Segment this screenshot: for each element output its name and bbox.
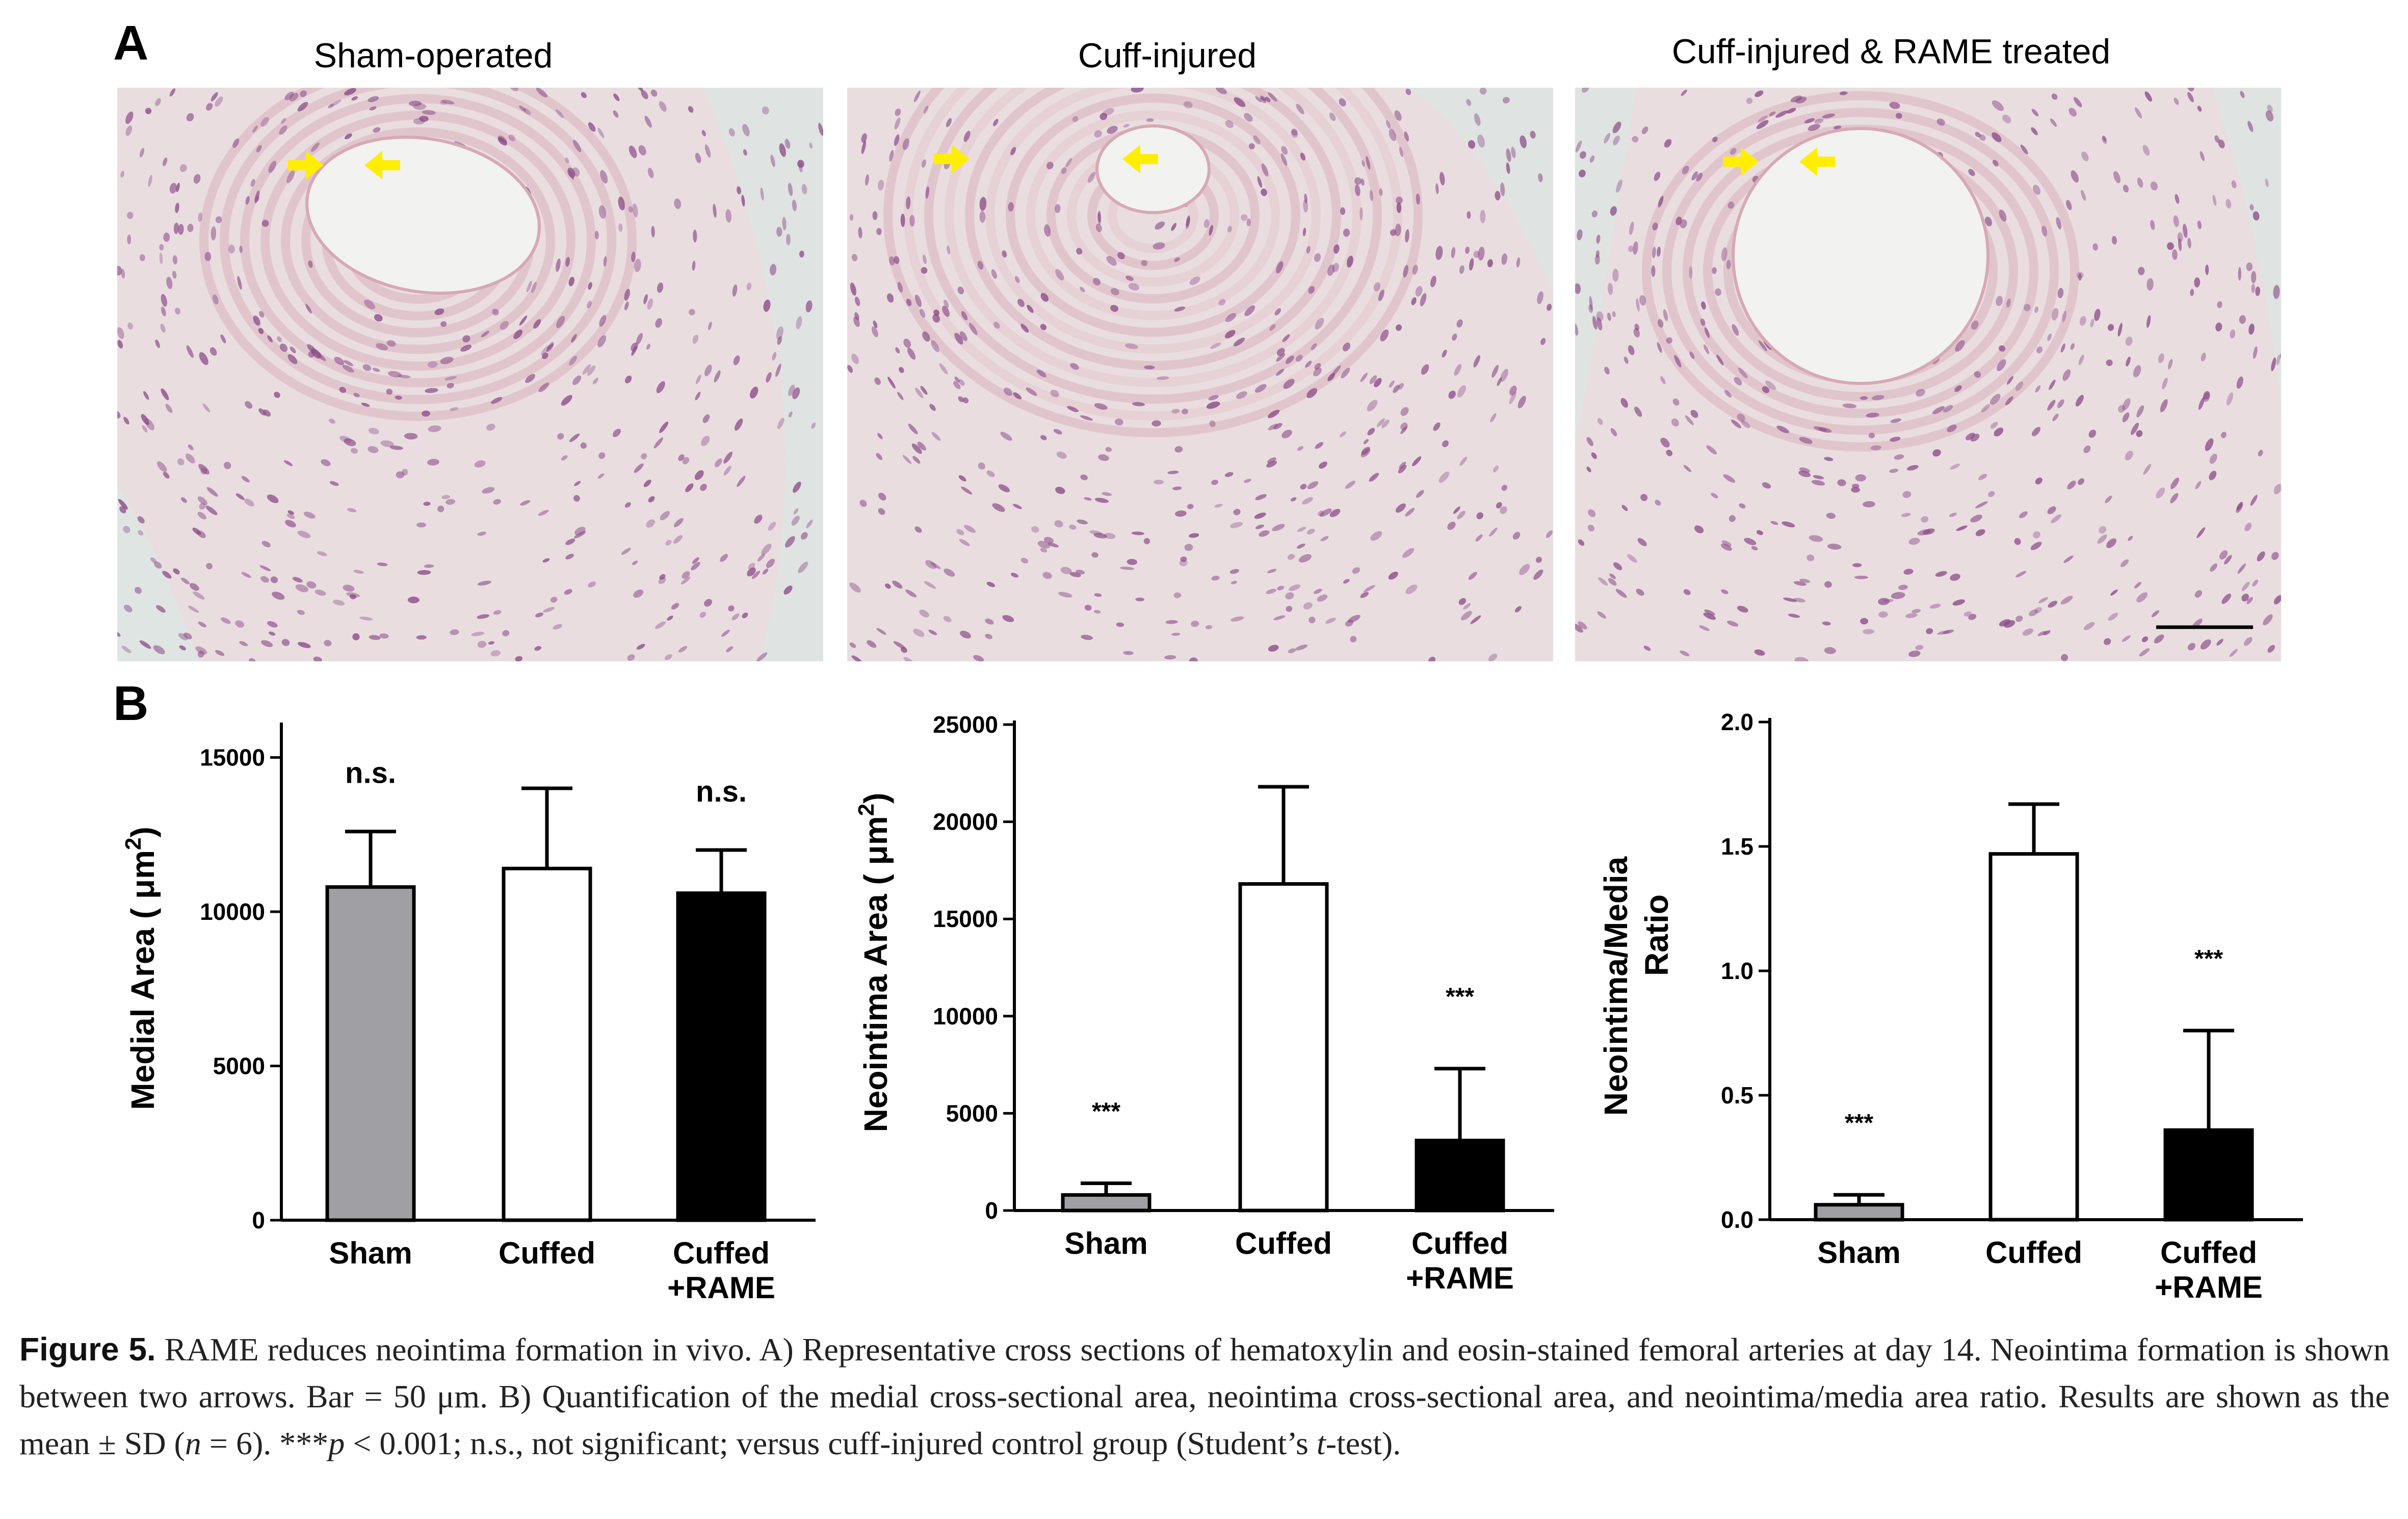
y-tick-label: 0.5	[1721, 1082, 1753, 1109]
y-axis-title: Medial Area ( μm2)	[121, 827, 161, 1110]
y-tick-label: 10000	[200, 898, 265, 925]
vessel-wall-layer	[199, 88, 637, 421]
bar	[502, 866, 592, 1222]
micrograph-title-cuffed: Cuff-injured	[1078, 36, 1257, 75]
category-label: Cuffed	[1411, 1226, 1508, 1260]
significance-label: ***	[2194, 945, 2223, 972]
slide-background	[117, 485, 199, 661]
right-arrow-icon	[934, 145, 970, 173]
vessel-lumen	[1732, 127, 1990, 385]
y-tick-label: 20000	[933, 809, 998, 835]
micrograph-title-sham: Sham-operated	[313, 36, 553, 75]
vessel-wall-layer	[1642, 91, 2079, 452]
vessel-wall-layer	[1026, 110, 1280, 320]
vessel-wall-layer	[985, 88, 1321, 354]
caption-text-1: RAME reduces neointima formation in vivo…	[19, 1331, 2390, 1461]
y-axis-title: Neointima Area ( μm2)	[854, 793, 894, 1132]
vessel-wall-layer	[281, 127, 555, 354]
slide-background	[703, 88, 823, 661]
right-arrow-icon	[1723, 147, 1759, 176]
y-axis-title: Ratio	[1638, 894, 1675, 976]
bar	[676, 891, 767, 1222]
slide-background	[1575, 88, 1636, 445]
bar	[1238, 882, 1329, 1213]
vessel-lumen	[305, 135, 541, 295]
panel-b-letter: B	[113, 676, 149, 731]
caption-n: n	[185, 1425, 201, 1461]
micrograph-title-rame: Cuff-injured & RAME treated	[1671, 32, 2111, 71]
cell-nuclei	[847, 88, 1553, 661]
y-tick-label: 15000	[200, 744, 265, 771]
significance-label: n.s.	[345, 757, 396, 790]
caption-label: Figure 5.	[19, 1331, 156, 1368]
slide-background	[2212, 88, 2281, 421]
category-label: Cuffed	[1235, 1226, 1332, 1260]
category-label: Sham	[1817, 1235, 1900, 1270]
vessel-lumen	[1095, 124, 1211, 214]
y-tick-label: 15000	[933, 906, 998, 932]
y-tick-label: 1.5	[1721, 833, 1753, 860]
caption-text-3: < 0.001; n.s., not significant; versus c…	[345, 1425, 1317, 1461]
y-tick-label: 1.0	[1721, 958, 1753, 984]
right-arrow-icon	[288, 151, 324, 179]
slide-background	[1408, 88, 1553, 292]
y-tick-label: 0	[985, 1197, 998, 1224]
caption-text-2: = 6). ***	[201, 1425, 329, 1461]
category-label: Cuffed	[2160, 1235, 2257, 1270]
category-label: +RAME	[667, 1271, 775, 1305]
bar	[2163, 1128, 2254, 1222]
category-label: Cuffed	[1985, 1235, 2082, 1270]
vessel-wall-layer	[883, 88, 1423, 437]
y-tick-label: 5000	[946, 1100, 998, 1126]
bar-chart-1: 0 5000 10000 15000 20000 25000 Sham *** Cuffed Cu…	[854, 711, 1554, 1295]
significance-label: ***	[1845, 1110, 1873, 1137]
bar	[1061, 1193, 1151, 1213]
category-label: +RAME	[1406, 1261, 1514, 1295]
vessel-wall-layer	[260, 111, 575, 371]
vessel-wall-layer	[220, 88, 616, 404]
y-axis-title: Neointima/Media	[1598, 856, 1634, 1116]
significance-label: ***	[1092, 1098, 1120, 1125]
y-tick-label: 25000	[933, 711, 998, 738]
caption-text-4: -test).	[1325, 1425, 1401, 1461]
vessel-wall-layer	[1662, 108, 2059, 435]
bar	[1415, 1139, 1505, 1213]
vessel-wall-layer	[965, 88, 1341, 371]
vessel-wall-layer	[1006, 93, 1300, 337]
vessel-wall-layer	[904, 88, 1402, 421]
bar	[1988, 852, 2079, 1222]
micrograph-cuffed	[847, 88, 1553, 661]
vessel-wall-layer	[924, 88, 1382, 404]
panel-a-letter: A	[113, 16, 149, 70]
category-label: Sham	[1064, 1226, 1147, 1260]
category-label: Sham	[329, 1236, 412, 1270]
vessel-wall-layer	[945, 88, 1362, 387]
significance-label: n.s.	[696, 775, 747, 808]
y-tick-label: 5000	[213, 1053, 265, 1079]
bar	[1814, 1203, 1904, 1222]
left-arrow-icon	[1122, 145, 1158, 173]
left-arrow-icon	[364, 151, 400, 179]
category-label: +RAME	[2155, 1270, 2263, 1304]
figure-caption: Figure 5. RAME reduces neointima formati…	[19, 1326, 2390, 1467]
y-tick-label: 0.0	[1721, 1206, 1753, 1233]
caption-p: p	[328, 1425, 345, 1461]
category-label: Cuffed	[499, 1236, 595, 1270]
caption-t: t	[1316, 1425, 1326, 1461]
significance-label: ***	[1446, 984, 1474, 1011]
y-tick-label: 10000	[933, 1003, 998, 1029]
y-tick-label: 2.0	[1721, 709, 1753, 735]
micrograph-rame	[1575, 88, 2281, 661]
category-label: Cuffed	[673, 1236, 770, 1270]
y-tick-label: 0	[252, 1207, 265, 1233]
micrograph-sham	[117, 88, 823, 661]
bar	[325, 885, 416, 1222]
left-arrow-icon	[1799, 147, 1835, 176]
vessel-wall-layer	[240, 94, 596, 388]
